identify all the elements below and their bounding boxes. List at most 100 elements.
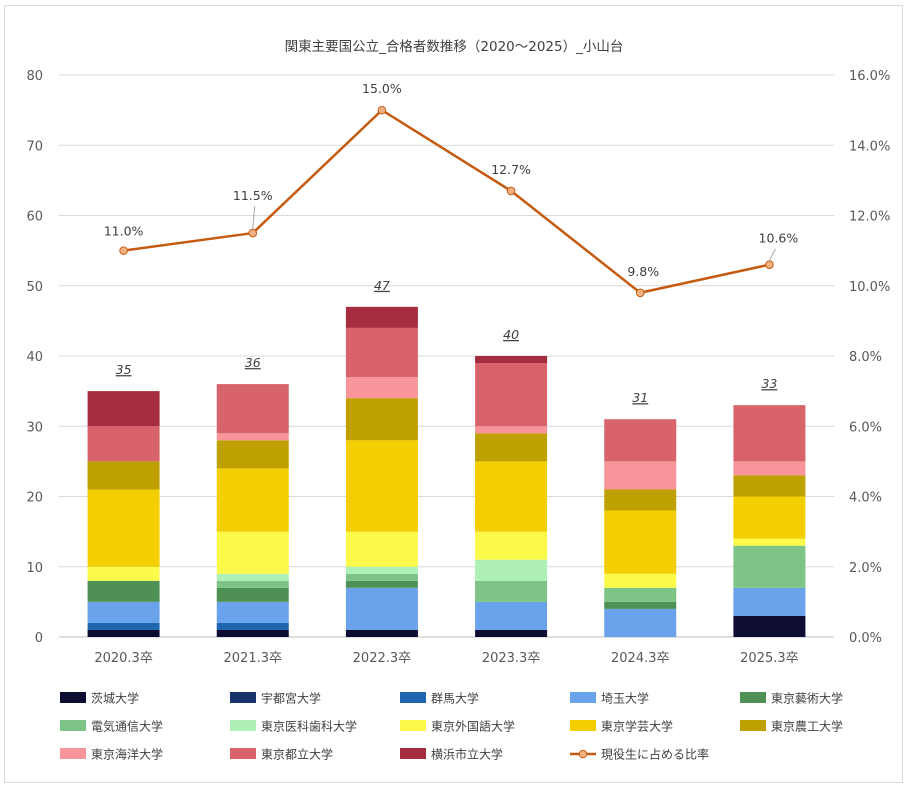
legend-label: 東京医科歯科大学 bbox=[261, 719, 357, 734]
bar-segment bbox=[475, 433, 548, 462]
x-tick-label: 2025.3卒 bbox=[740, 651, 799, 666]
bar-segment bbox=[87, 622, 160, 630]
y-tick-label: 70 bbox=[26, 139, 43, 154]
legend-marker bbox=[578, 749, 588, 759]
bar-segment bbox=[87, 629, 160, 637]
line-marker bbox=[506, 186, 516, 196]
legend-swatch bbox=[570, 720, 596, 731]
y2-tick-label: 8.0% bbox=[849, 350, 882, 365]
bar-segment bbox=[733, 538, 806, 546]
y-tick-label: 30 bbox=[26, 420, 43, 435]
bar-segment bbox=[475, 426, 548, 434]
y-tick-label: 20 bbox=[26, 491, 43, 506]
bar-segment bbox=[216, 601, 289, 623]
y-tick-label: 10 bbox=[26, 561, 43, 576]
bar-segment bbox=[87, 461, 160, 490]
legend-label: 東京農工大学 bbox=[771, 719, 843, 734]
legend-label: 現役生に占める比率 bbox=[601, 747, 709, 762]
legend-label: 横浜市立大学 bbox=[431, 747, 503, 762]
bar-segment bbox=[216, 580, 289, 588]
bar-total-label: 36 bbox=[245, 355, 261, 370]
bar-segment bbox=[475, 601, 548, 630]
bar-segment bbox=[87, 566, 160, 581]
bar-segment bbox=[87, 489, 160, 567]
line-data-label: 10.6% bbox=[759, 231, 799, 246]
legend-item: 東京海洋大学 bbox=[60, 747, 163, 762]
bar-segment bbox=[87, 391, 160, 427]
legend-label: 電気通信大学 bbox=[91, 719, 163, 734]
bar-segment bbox=[345, 531, 418, 567]
y-tick-label: 50 bbox=[26, 280, 43, 295]
legend-label: 東京都立大学 bbox=[261, 747, 333, 762]
legend-label: 群馬大学 bbox=[431, 691, 479, 706]
bar-segment bbox=[733, 496, 806, 539]
x-tick-label: 2022.3卒 bbox=[353, 651, 412, 666]
legend-swatch bbox=[60, 720, 86, 731]
bar-segment bbox=[345, 629, 418, 637]
data-label-leader bbox=[252, 206, 256, 230]
bar-segment bbox=[216, 468, 289, 532]
line-data-label: 11.5% bbox=[233, 188, 273, 203]
bar-segment bbox=[216, 573, 289, 581]
line-marker bbox=[377, 105, 387, 115]
bar-segment bbox=[475, 559, 548, 581]
bar-segment bbox=[345, 580, 418, 588]
legend-item: 東京学芸大学 bbox=[570, 719, 673, 734]
bar-segment bbox=[604, 461, 677, 490]
y-tick-label: 40 bbox=[26, 350, 43, 365]
bar-segment bbox=[216, 629, 289, 637]
legend-swatch bbox=[230, 720, 256, 731]
bar-segment bbox=[604, 587, 677, 602]
legend-label: 東京学芸大学 bbox=[601, 719, 673, 734]
legend-swatch bbox=[740, 692, 766, 703]
x-tick-label: 2023.3卒 bbox=[482, 651, 541, 666]
legend-item: 埼玉大学 bbox=[570, 691, 649, 706]
chart-svg: 関東主要国公立_合格者数推移（2020～2025）_小山台 0 10 20 30 40 5… bbox=[26, 39, 890, 762]
bar-segment bbox=[216, 587, 289, 602]
line-marker bbox=[248, 228, 258, 238]
bar-segment bbox=[216, 433, 289, 441]
bar-segment bbox=[345, 587, 418, 630]
line-marker bbox=[765, 260, 774, 269]
bar-segment bbox=[475, 363, 548, 427]
y2-tick-label: 10.0% bbox=[849, 280, 890, 295]
bar-segment bbox=[604, 608, 677, 637]
bar-segment bbox=[216, 384, 289, 434]
legend-item: 東京農工大学 bbox=[740, 719, 843, 734]
legend-swatch bbox=[400, 748, 426, 759]
legend-item: 東京医科歯科大学 bbox=[230, 719, 357, 734]
bar-segment bbox=[216, 440, 289, 469]
legend-swatch bbox=[570, 692, 596, 703]
legend-swatch bbox=[400, 692, 426, 703]
data-label-leader bbox=[768, 248, 776, 261]
bar-segment bbox=[733, 545, 806, 588]
chart-title: 関東主要国公立_合格者数推移（2020～2025）_小山台 bbox=[285, 39, 624, 55]
bar-segment bbox=[475, 629, 548, 637]
bar-segment bbox=[87, 580, 160, 602]
bar-segment bbox=[345, 440, 418, 532]
line-marker bbox=[635, 288, 645, 298]
y2-tick-label: 16.0% bbox=[849, 69, 890, 84]
bar-segment bbox=[475, 461, 548, 532]
bar-total-label: 35 bbox=[116, 362, 132, 377]
legend-item: 群馬大学 bbox=[400, 691, 479, 706]
line-data-label: 9.8% bbox=[627, 264, 659, 279]
bar-segment bbox=[733, 405, 806, 462]
legend-swatch bbox=[740, 720, 766, 731]
bar-segment bbox=[216, 622, 289, 630]
line-data-label: 15.0% bbox=[362, 81, 402, 96]
y2-tick-label: 12.0% bbox=[849, 210, 890, 225]
bar-segment bbox=[345, 377, 418, 399]
x-tick-label: 2020.3卒 bbox=[94, 651, 153, 666]
x-tick-label: 2021.3卒 bbox=[224, 651, 283, 666]
bar-segment bbox=[604, 510, 677, 574]
bar-segment bbox=[345, 573, 418, 581]
bar-segment bbox=[345, 566, 418, 574]
line-marker bbox=[119, 246, 128, 255]
bar-segment bbox=[345, 327, 418, 378]
legend-swatch bbox=[60, 748, 86, 759]
y2-tick-label: 14.0% bbox=[849, 139, 890, 154]
legend-label: 東京藝術大学 bbox=[771, 691, 843, 706]
line-series bbox=[123, 108, 770, 295]
y-tick-label: 60 bbox=[26, 210, 43, 225]
